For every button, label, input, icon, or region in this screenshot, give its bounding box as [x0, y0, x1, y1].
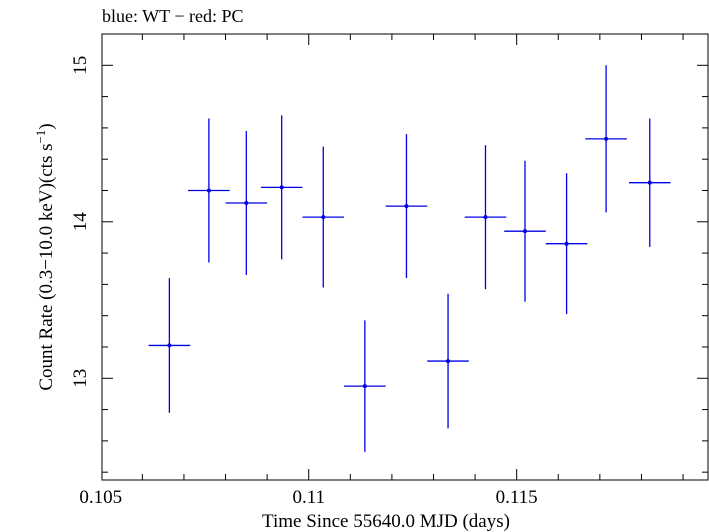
data-marker: [647, 180, 652, 185]
data-point: [585, 65, 627, 213]
data-point: [344, 320, 386, 452]
data-marker: [446, 359, 451, 364]
x-tick-label: 0.115: [496, 487, 538, 508]
y-axis-label-superscript: −1: [33, 130, 48, 144]
data-marker: [564, 241, 569, 246]
axis-ticks: [102, 33, 708, 480]
plot-frame: [101, 33, 709, 481]
data-marker: [321, 215, 326, 220]
y-axis-label: Count Rate (0.3−10.0 keV)(cts s−1): [33, 123, 58, 390]
data-marker: [483, 215, 488, 220]
chart-title: blue: WT − red: PC: [102, 6, 243, 26]
data-marker: [362, 384, 367, 389]
data-point: [148, 278, 191, 413]
y-tick-label: 14: [70, 212, 91, 232]
y-tick-label: 15: [70, 56, 91, 75]
y-axis-label-main: Count Rate (0.3−10.0 keV)(cts s: [36, 144, 57, 391]
data-point: [302, 146, 345, 288]
x-tick-label: 0.11: [292, 487, 325, 508]
x-axis-label: Time Since 55640.0 MJD (days): [262, 511, 510, 532]
data-point: [188, 118, 230, 263]
data-point: [260, 115, 303, 260]
data-marker: [244, 201, 249, 206]
data-point: [545, 173, 588, 315]
data-marker: [206, 188, 211, 193]
y-tick-label: 13: [70, 369, 91, 388]
data-point: [504, 160, 546, 302]
data-point: [225, 131, 268, 275]
data-marker: [404, 204, 409, 209]
data-marker: [604, 136, 609, 141]
data-points: [148, 65, 671, 452]
y-axis-label-close: ): [36, 123, 57, 129]
data-point: [628, 118, 671, 247]
x-tick-label: 0.105: [79, 487, 122, 508]
data-point: [385, 134, 428, 279]
data-marker: [279, 185, 284, 190]
data-marker: [167, 343, 172, 348]
data-point: [464, 145, 507, 290]
data-point: [427, 293, 469, 429]
axis-tick-labels: 0.105 0.11 0.115 13 14 15: [70, 56, 538, 508]
data-marker: [522, 229, 527, 234]
